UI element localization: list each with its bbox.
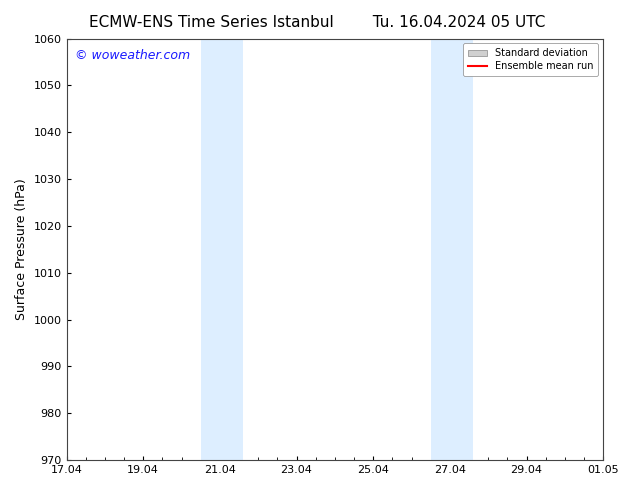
Y-axis label: Surface Pressure (hPa): Surface Pressure (hPa) xyxy=(15,178,28,320)
Text: ECMW-ENS Time Series Istanbul        Tu. 16.04.2024 05 UTC: ECMW-ENS Time Series Istanbul Tu. 16.04.… xyxy=(89,15,545,30)
Text: © woweather.com: © woweather.com xyxy=(75,49,190,62)
Bar xyxy=(450,39,473,460)
Legend: Standard deviation, Ensemble mean run: Standard deviation, Ensemble mean run xyxy=(463,44,598,76)
Bar xyxy=(201,39,220,460)
Bar xyxy=(430,39,450,460)
Bar xyxy=(220,39,243,460)
